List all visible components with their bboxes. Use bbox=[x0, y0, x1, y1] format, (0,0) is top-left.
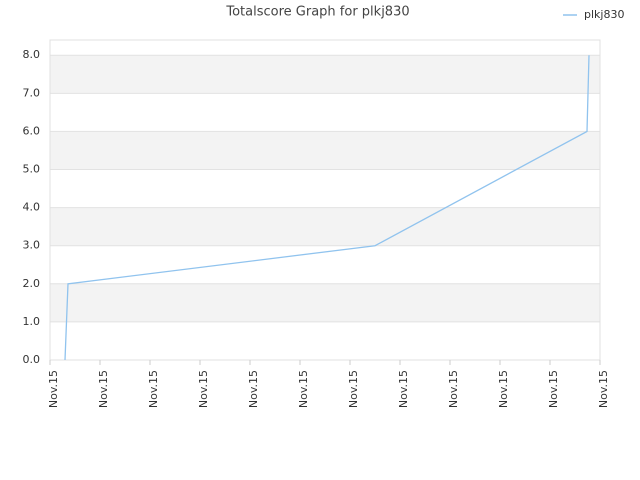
x-tick-label: Nov.15 bbox=[497, 370, 510, 408]
x-tick-label: Nov.15 bbox=[597, 370, 610, 408]
y-tick-label: 8.0 bbox=[23, 48, 41, 61]
band bbox=[50, 131, 600, 170]
x-tick-label: Nov.15 bbox=[47, 370, 60, 408]
x-tick-label: Nov.15 bbox=[147, 370, 160, 408]
y-tick-label: 0.0 bbox=[23, 353, 41, 366]
x-tick-label: Nov.15 bbox=[247, 370, 260, 408]
plot-frame bbox=[49, 39, 601, 361]
x-tick-label: Nov.15 bbox=[197, 370, 210, 408]
band bbox=[50, 55, 600, 94]
band bbox=[50, 283, 600, 322]
x-tick-label: Nov.15 bbox=[347, 370, 360, 408]
band bbox=[50, 207, 600, 246]
y-tick-label: 2.0 bbox=[23, 277, 41, 290]
y-tick-label: 4.0 bbox=[23, 201, 41, 214]
y-tick-label: 5.0 bbox=[23, 163, 41, 176]
x-tick-label: Nov.15 bbox=[447, 370, 460, 408]
x-tick-label: Nov.15 bbox=[97, 370, 110, 408]
y-tick-label: 7.0 bbox=[23, 86, 41, 99]
chart-title: Totalscore Graph for plkj830 bbox=[225, 5, 409, 20]
y-tick-label: 6.0 bbox=[23, 124, 41, 137]
x-tick-label: Nov.15 bbox=[297, 370, 310, 408]
legend-label: plkj830 bbox=[584, 8, 624, 21]
line bbox=[64, 55, 590, 361]
x-tick-label: Nov.15 bbox=[397, 370, 410, 408]
y-tick-label: 3.0 bbox=[23, 239, 41, 252]
y-tick-label: 1.0 bbox=[23, 315, 41, 328]
x-tick-label: Nov.15 bbox=[547, 370, 560, 408]
